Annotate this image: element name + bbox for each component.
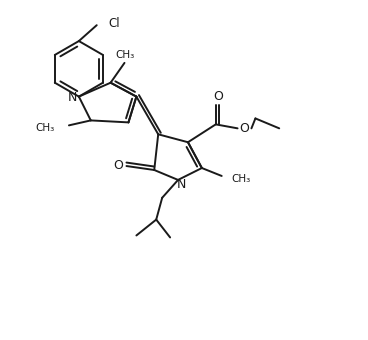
- Text: N: N: [176, 178, 186, 191]
- Text: CH₃: CH₃: [36, 123, 55, 133]
- Text: N: N: [68, 91, 78, 104]
- Text: O: O: [240, 122, 250, 135]
- Text: Cl: Cl: [109, 17, 120, 30]
- Text: O: O: [213, 90, 223, 103]
- Text: O: O: [114, 158, 124, 172]
- Text: CH₃: CH₃: [231, 174, 251, 184]
- Text: CH₃: CH₃: [116, 50, 135, 60]
